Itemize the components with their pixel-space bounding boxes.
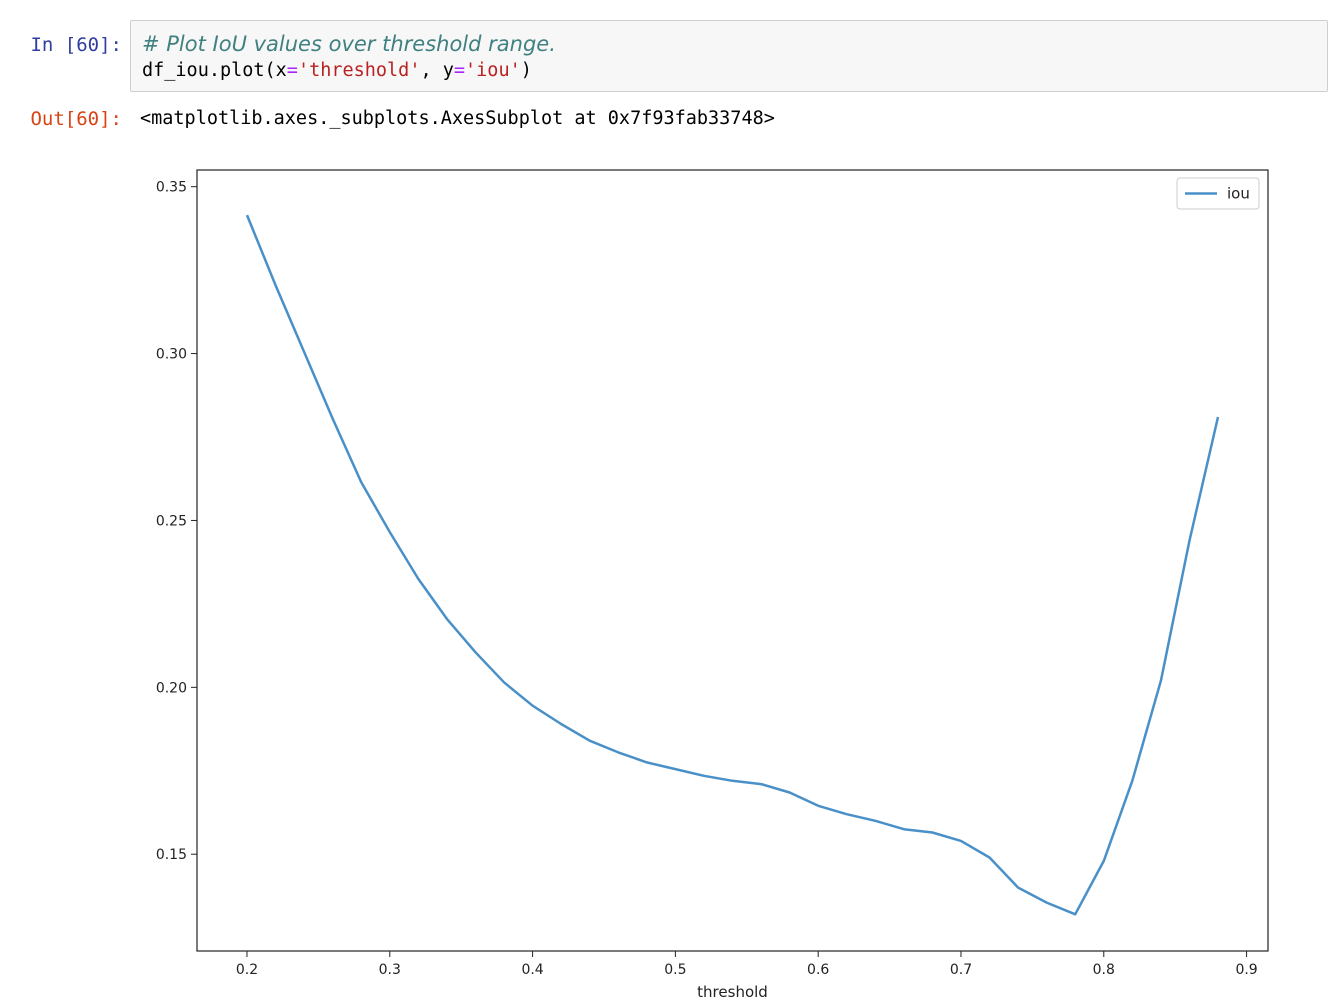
x-tick-label: 0.9: [1235, 962, 1257, 978]
y-tick-label: 0.15: [156, 847, 187, 863]
code-call-prefix: df_iou.plot(x: [142, 60, 287, 81]
legend-box: [1176, 177, 1260, 210]
y-tick-label: 0.20: [156, 680, 187, 696]
y-tick-label: 0.25: [156, 513, 187, 529]
x-axis-title: threshold: [697, 983, 768, 1001]
legend-label: iou: [1227, 185, 1250, 203]
y-tick-label: 0.30: [156, 347, 187, 363]
code-operator: =: [453, 60, 466, 81]
code-operator: =: [286, 60, 298, 81]
x-tick-label: 0.2: [236, 962, 258, 978]
code-string: 'threshold': [297, 60, 421, 81]
code-comment: # Plot IoU values over threshold range.: [142, 32, 556, 56]
code-call-middle: , y: [420, 60, 454, 81]
series-line-iou: [245, 214, 1220, 916]
x-tick-label: 0.4: [521, 962, 543, 978]
code-line-call: df_iou.plot(x='threshold', y='iou'): [142, 60, 532, 81]
y-tick-label: 0.35: [156, 180, 187, 196]
x-tick-label: 0.7: [950, 962, 972, 978]
x-axis-ticks: 0.2 0.3 0.4 0.5 0.6 0.7 0.8 0.9: [236, 951, 1258, 978]
x-tick-label: 0.8: [1093, 962, 1115, 978]
code-input-area[interactable]: # Plot IoU values over threshold range. …: [130, 20, 1328, 92]
code-call-suffix: ): [520, 60, 532, 81]
code-string: 'iou': [465, 60, 521, 81]
code-line-comment: # Plot IoU values over threshold range.: [142, 32, 556, 56]
x-tick-label: 0.6: [807, 962, 829, 978]
plot-frame: [196, 169, 1269, 952]
x-tick-label: 0.3: [379, 962, 401, 978]
x-tick-label: 0.5: [664, 962, 686, 978]
output-prompt: Out[60]:: [30, 108, 122, 130]
output-text: <matplotlib.axes._subplots.AxesSubplot a…: [140, 108, 775, 129]
series-group: [245, 214, 1220, 916]
legend: iou: [1176, 177, 1260, 210]
input-prompt: In [60]:: [30, 34, 122, 56]
y-axis-ticks: 0.15 0.20 0.25 0.30 0.35: [156, 180, 197, 863]
